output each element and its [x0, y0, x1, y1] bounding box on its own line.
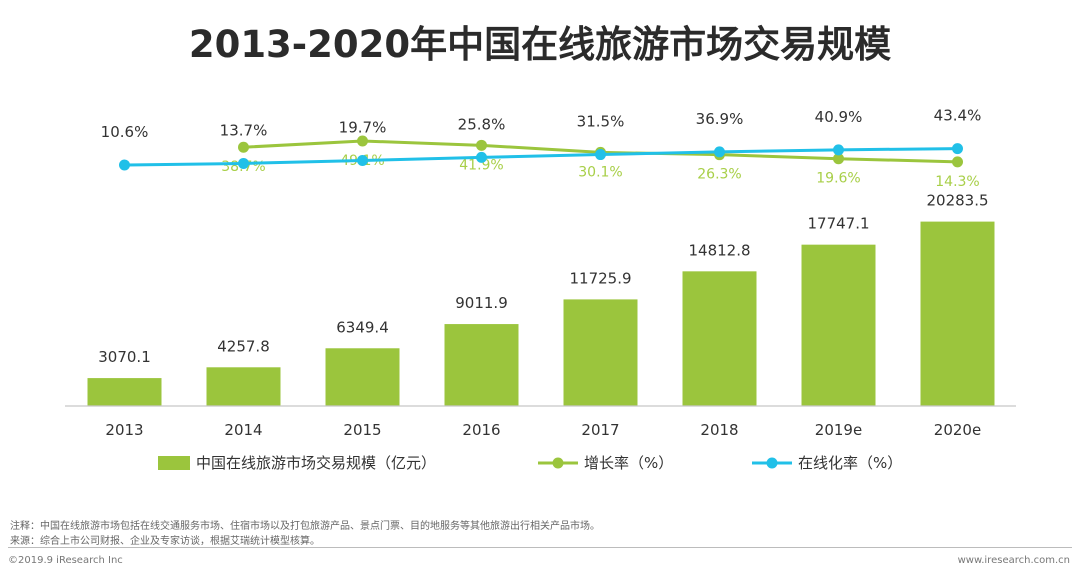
growth-point-2016 [476, 139, 487, 151]
bar-2015 [325, 348, 400, 406]
legend-bar-swatch [158, 456, 190, 470]
growth-point-2014 [238, 141, 249, 153]
bar-label-2020e: 20283.5 [926, 192, 988, 210]
growth-point-2019e [833, 153, 844, 165]
growth-label-2018: 26.3% [697, 167, 741, 183]
chart-note: 注释：中国在线旅游市场包括在线交通服务市场、住宿市场以及打包旅游产品、景点门票、… [10, 521, 600, 532]
growth-label-2016: 41.9% [459, 157, 503, 173]
growth-label-2019e: 19.6% [816, 171, 860, 187]
online-point-2015 [357, 154, 368, 166]
x-tick-2013: 2013 [105, 421, 143, 439]
chart-source: 来源：综合上市公司财报、企业及专家访谈，根据艾瑞统计模型核算。 [10, 536, 320, 547]
bar-2013 [87, 378, 162, 406]
online-label-2020e: 43.4% [934, 107, 982, 125]
legend-bar-label: 中国在线旅游市场交易规模（亿元） [196, 454, 436, 472]
x-tick-2020e: 2020e [934, 421, 981, 439]
x-tick-2017: 2017 [581, 421, 619, 439]
online-label-2019e: 40.9% [815, 108, 863, 126]
x-tick-2014: 2014 [224, 421, 262, 439]
bar-label-2015: 6349.4 [336, 318, 389, 336]
growth-point-2020e [952, 156, 963, 168]
online-label-2017: 31.5% [577, 113, 625, 131]
bar-label-2016: 9011.9 [455, 294, 508, 312]
online-label-2013: 10.6% [101, 123, 149, 141]
online-label-2016: 25.8% [458, 115, 506, 133]
footer-divider [8, 547, 1072, 548]
online-point-2016 [476, 151, 487, 163]
online-point-2013 [119, 159, 130, 171]
bar-2019e [801, 244, 876, 406]
growth-point-2015 [357, 135, 368, 147]
x-tick-2016: 2016 [462, 421, 500, 439]
online-point-2017 [595, 149, 606, 161]
x-tick-2019e: 2019e [815, 421, 862, 439]
footer-copyright: ©2019.9 iResearch Inc [8, 555, 123, 566]
online-label-2018: 36.9% [696, 110, 744, 128]
bar-label-2013: 3070.1 [98, 348, 151, 366]
bar-label-2014: 4257.8 [217, 337, 270, 355]
bar-2020e [920, 221, 995, 406]
online-line [124, 147, 958, 167]
legend-growth-label: 增长率（%） [584, 454, 673, 472]
online-label-2014: 13.7% [220, 121, 268, 139]
growth-label-2020e: 14.3% [935, 174, 979, 190]
bar-2017 [563, 299, 638, 406]
footer-website: www.iresearch.com.cn [957, 555, 1070, 566]
online-label-2015: 19.7% [339, 118, 387, 136]
legend-online-marker [766, 457, 778, 469]
legend-growth-marker [552, 457, 564, 469]
bar-label-2019e: 17747.1 [807, 215, 869, 233]
online-point-2020e [952, 143, 963, 155]
growth-label-2017: 30.1% [578, 164, 622, 180]
bar-2014 [206, 367, 281, 406]
x-tick-2018: 2018 [700, 421, 738, 439]
online-point-2014 [238, 157, 249, 169]
bar-2016 [444, 324, 519, 406]
bar-label-2017: 11725.9 [569, 269, 631, 287]
bar-2018 [682, 271, 757, 406]
legend-online-label: 在线化率（%） [798, 454, 902, 472]
x-tick-2015: 2015 [343, 421, 381, 439]
chart-title: 2013-2020年中国在线旅游市场交易规模 [188, 23, 892, 66]
online-point-2019e [833, 144, 844, 156]
online-point-2018 [714, 146, 725, 158]
bar-label-2018: 14812.8 [688, 241, 750, 259]
